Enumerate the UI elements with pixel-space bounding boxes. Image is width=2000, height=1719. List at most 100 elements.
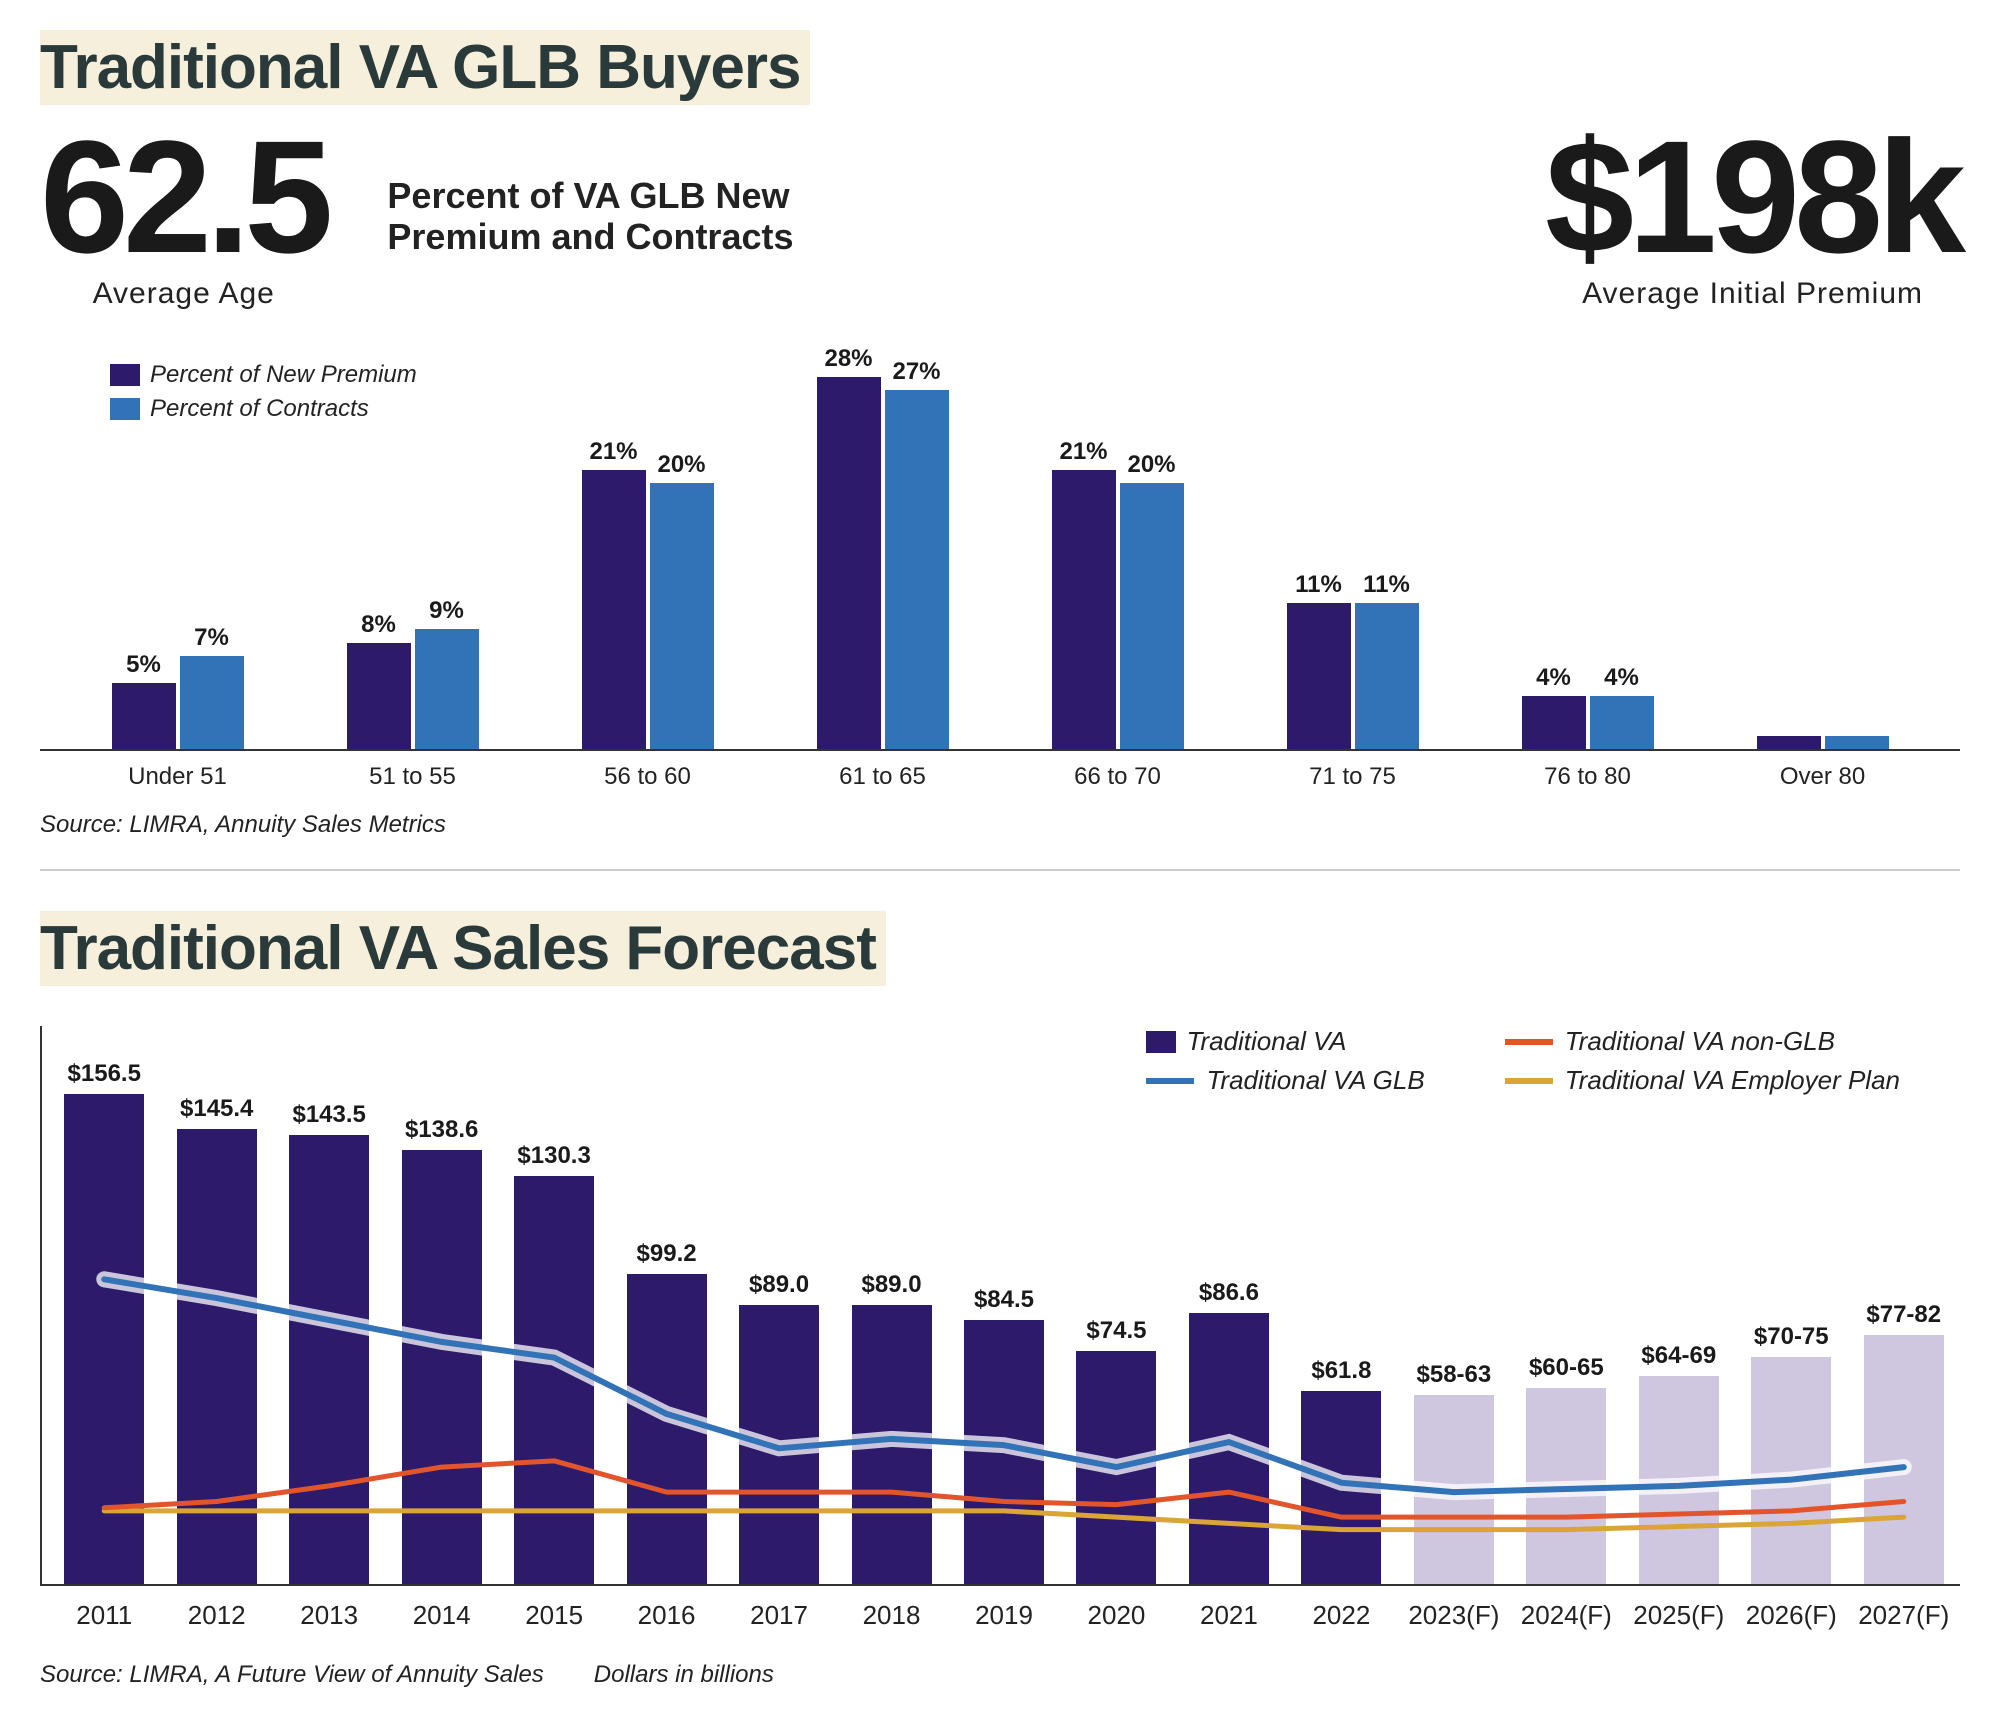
forecast-category-label: 2014 [385, 1600, 497, 1631]
forecast-bar-group: $145.4 [160, 1129, 272, 1584]
bar-premium: 8% [347, 643, 411, 749]
bar-value-label: 28% [824, 345, 872, 373]
forecast-bar-label: $145.4 [180, 1095, 253, 1123]
bar-contracts [1825, 736, 1889, 749]
section1-title: Traditional VA GLB Buyers [40, 30, 810, 105]
forecast-bar: $84.5 [964, 1320, 1044, 1584]
forecast-bar-label: $156.5 [68, 1060, 141, 1088]
forecast-bar-label: $84.5 [974, 1286, 1034, 1314]
bar-group: 11%11% [1235, 603, 1470, 749]
bar-contracts: 20% [1120, 483, 1184, 749]
bar-value-label: 21% [589, 438, 637, 466]
forecast-bar-label: $58-63 [1416, 1361, 1491, 1389]
bar-value-label: 27% [892, 358, 940, 386]
bar-premium: 21% [582, 470, 646, 749]
forecast-bar: $130.3 [514, 1176, 594, 1584]
category-label: 51 to 55 [295, 763, 530, 791]
bar-group: 4%4% [1470, 696, 1705, 749]
forecast-bar-group: $143.5 [273, 1135, 385, 1584]
forecast-category-label: 2027(F) [1848, 1600, 1960, 1631]
forecast-bar: $58-63 [1414, 1395, 1494, 1584]
forecast-bar: $156.5 [64, 1094, 144, 1584]
avg-premium-block: $198k Average Initial Premium [1545, 125, 1960, 311]
bar-contracts: 27% [885, 390, 949, 749]
bar-value-label: 7% [194, 624, 229, 652]
forecast-bar-group: $64-69 [1623, 1376, 1735, 1584]
avg-age-block: 62.5 Average Age [40, 125, 327, 311]
category-label: 76 to 80 [1470, 763, 1705, 791]
forecast-bar: $60-65 [1526, 1388, 1606, 1584]
forecast-category-label: 2016 [610, 1600, 722, 1631]
forecast-categories: 2011201220132014201520162017201820192020… [40, 1600, 1960, 1631]
forecast-bars: $156.5$145.4$143.5$138.6$130.3$99.2$89.0… [40, 1026, 1960, 1586]
forecast-bar: $99.2 [627, 1274, 707, 1584]
bar-contracts: 11% [1355, 603, 1419, 749]
section2-units: Dollars in billions [594, 1661, 774, 1689]
bar-value-label: 8% [361, 611, 396, 639]
forecast-category-label: 2023(F) [1398, 1600, 1510, 1631]
bar-value-label: 20% [1127, 451, 1175, 479]
forecast-bar-group: $89.0 [723, 1305, 835, 1584]
section2-title: Traditional VA Sales Forecast [40, 911, 886, 986]
forecast-bar-group: $61.8 [1285, 1391, 1397, 1584]
forecast-bar-label: $64-69 [1641, 1342, 1716, 1370]
buyers-bar-chart: Percent of New Premium Percent of Contra… [40, 331, 1960, 791]
stats-row: 62.5 Average Age Percent of VA GLB New P… [40, 125, 1960, 311]
bar-value-label: 11% [1295, 571, 1342, 599]
buyers-categories: Under 5151 to 5556 to 6061 to 6566 to 70… [40, 763, 1960, 791]
bar-group [1705, 736, 1940, 749]
forecast-bar: $77-82 [1864, 1335, 1944, 1584]
forecast-category-label: 2018 [835, 1600, 947, 1631]
bar-value-label: 9% [429, 597, 464, 625]
section1-source: Source: LIMRA, Annuity Sales Metrics [40, 811, 1960, 839]
forecast-category-label: 2025(F) [1623, 1600, 1735, 1631]
forecast-bar-label: $60-65 [1529, 1354, 1604, 1382]
forecast-bar-group: $156.5 [48, 1094, 160, 1584]
forecast-bar: $74.5 [1076, 1351, 1156, 1584]
bar-premium: 4% [1522, 696, 1586, 749]
buyers-bars: 5%7%8%9%21%20%28%27%21%20%11%11%4%4% [40, 331, 1960, 751]
category-label: Over 80 [1705, 763, 1940, 791]
forecast-bar-label: $89.0 [861, 1271, 921, 1299]
bar-contracts: 9% [415, 629, 479, 749]
forecast-category-label: 2017 [723, 1600, 835, 1631]
forecast-bar-group: $84.5 [948, 1320, 1060, 1584]
category-label: 56 to 60 [530, 763, 765, 791]
section2-source: Source: LIMRA, A Future View of Annuity … [40, 1661, 544, 1689]
forecast-category-label: 2011 [48, 1600, 160, 1631]
forecast-bar-label: $77-82 [1866, 1301, 1941, 1329]
forecast-bar-label: $99.2 [637, 1240, 697, 1268]
forecast-bar-group: $138.6 [385, 1150, 497, 1584]
forecast-chart-wrap: Traditional VA Traditional VA non-GLB Tr… [40, 1026, 1960, 1631]
section-divider [40, 869, 1960, 871]
category-label: 66 to 70 [1000, 763, 1235, 791]
forecast-bar: $61.8 [1301, 1391, 1381, 1584]
forecast-bar-label: $74.5 [1086, 1317, 1146, 1345]
forecast-bar: $89.0 [852, 1305, 932, 1584]
forecast-chart: $156.5$145.4$143.5$138.6$130.3$99.2$89.0… [40, 1026, 1960, 1586]
bar-premium: 21% [1052, 470, 1116, 749]
forecast-bar-label: $86.6 [1199, 1279, 1259, 1307]
forecast-bar: $64-69 [1639, 1376, 1719, 1584]
avg-premium-label: Average Initial Premium [1545, 277, 1960, 311]
category-label: Under 51 [60, 763, 295, 791]
bar-value-label: 4% [1604, 664, 1639, 692]
forecast-bar-group: $99.2 [610, 1274, 722, 1584]
bar-group: 21%20% [1000, 470, 1235, 749]
forecast-bar-label: $143.5 [292, 1101, 365, 1129]
forecast-bar-label: $130.3 [517, 1142, 590, 1170]
bar-premium: 28% [817, 377, 881, 749]
forecast-bar: $70-75 [1751, 1357, 1831, 1584]
bar-contracts: 4% [1590, 696, 1654, 749]
bar-contracts: 7% [180, 656, 244, 749]
forecast-bar-label: $61.8 [1311, 1357, 1371, 1385]
forecast-bar-label: $89.0 [749, 1271, 809, 1299]
bar-group: 8%9% [295, 629, 530, 749]
bar-premium: 11% [1287, 603, 1351, 749]
bar-premium: 5% [112, 683, 176, 750]
bar-group: 21%20% [530, 470, 765, 749]
forecast-bar-group: $77-82 [1848, 1335, 1960, 1584]
avg-age-value: 62.5 [40, 125, 327, 269]
forecast-bar-group: $60-65 [1510, 1388, 1622, 1584]
forecast-category-label: 2020 [1060, 1600, 1172, 1631]
